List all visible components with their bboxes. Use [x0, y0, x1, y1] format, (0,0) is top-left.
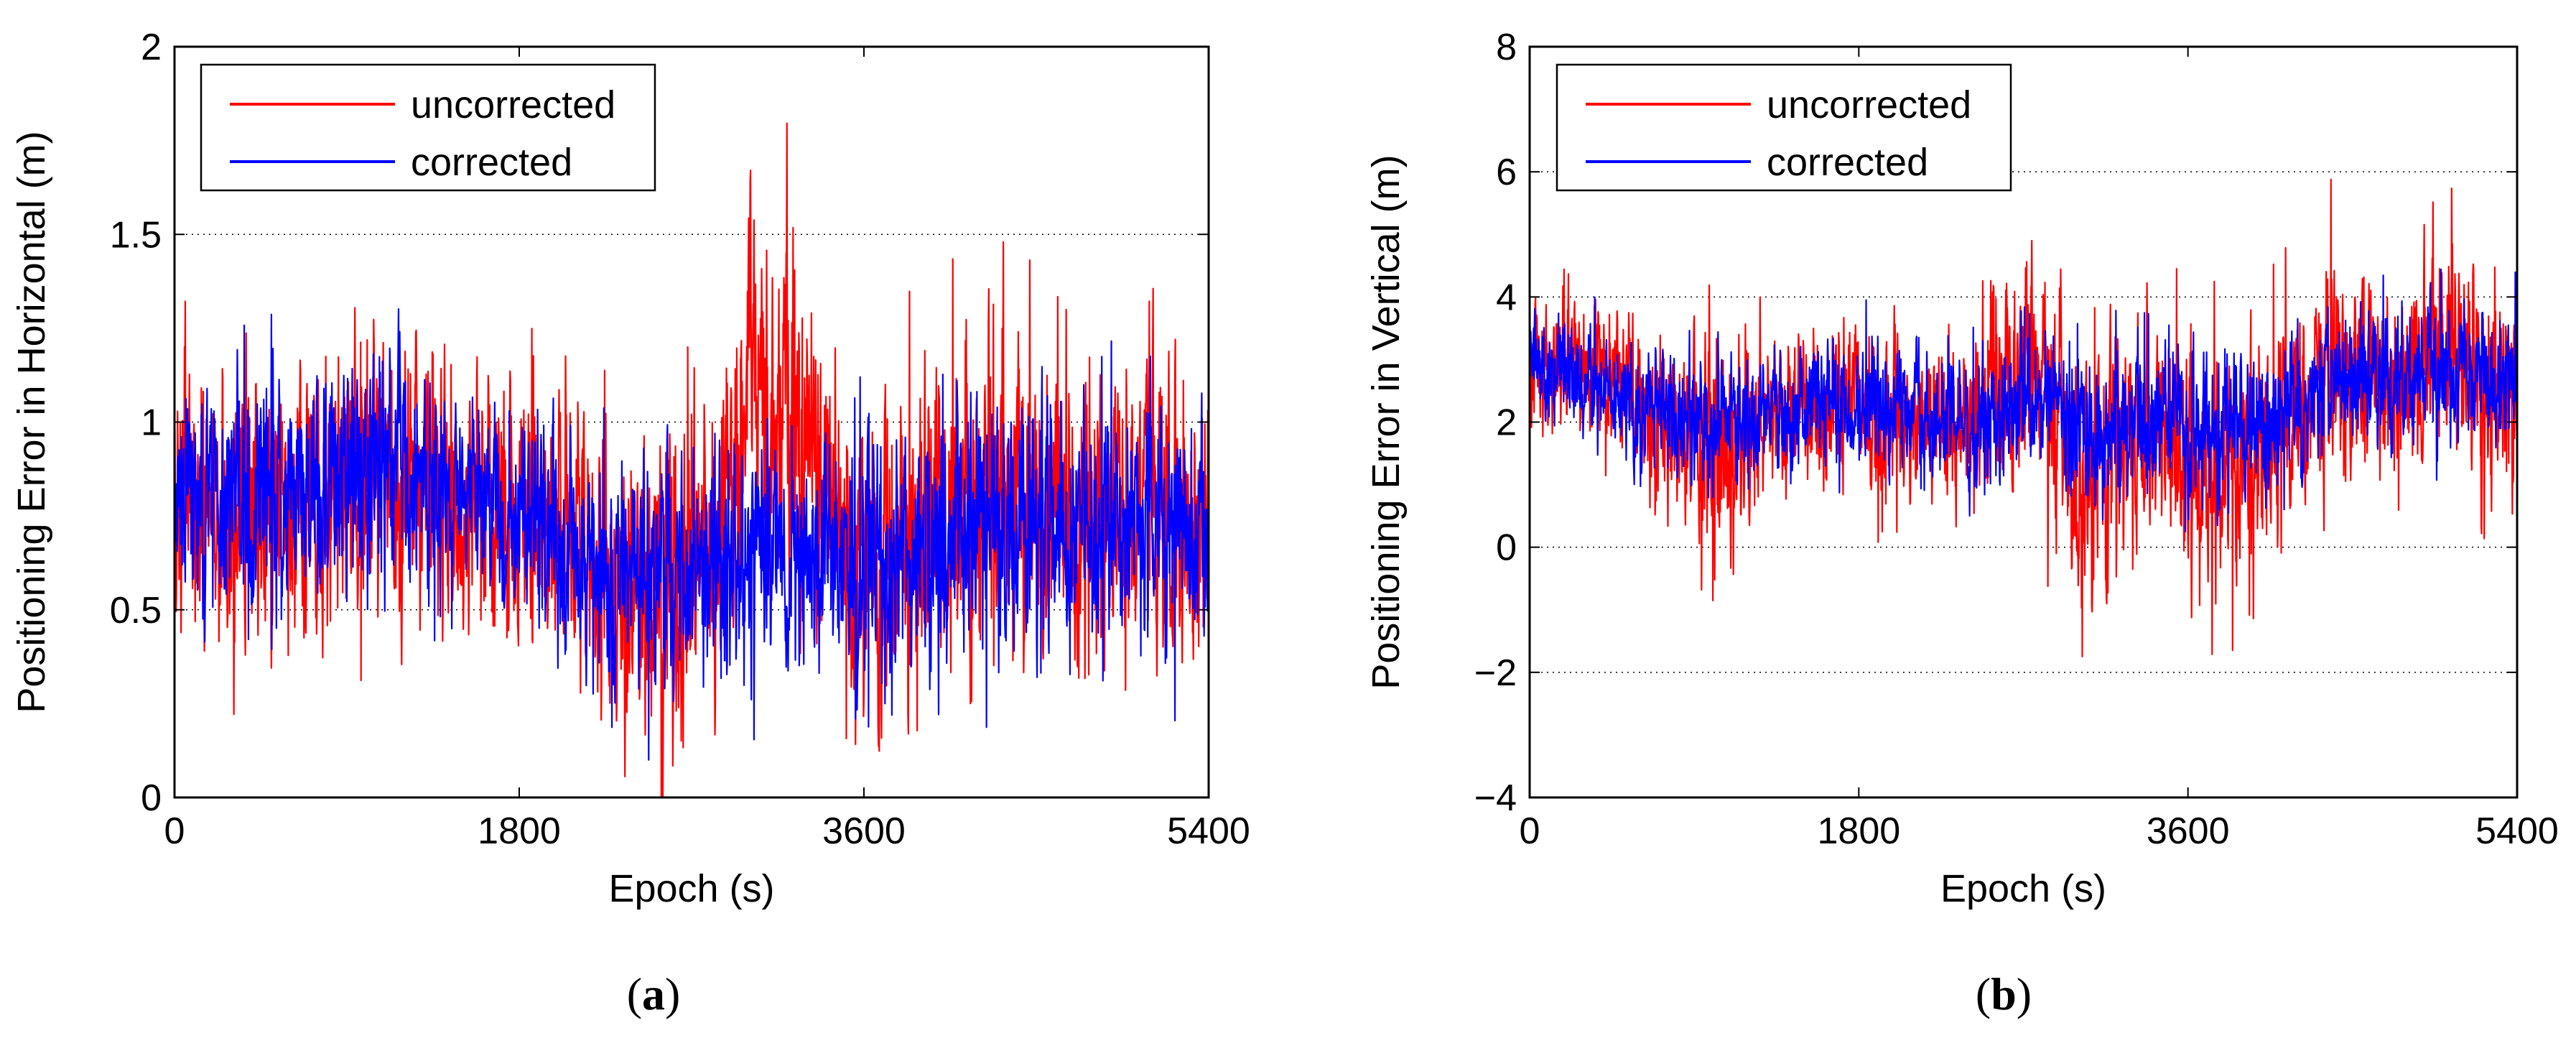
x-tick-label: 0: [164, 810, 185, 852]
y-axis-label: Positioning Error in Horizontal (m): [10, 131, 53, 713]
y-tick-label: 4: [1496, 277, 1517, 318]
y-tick-label: 1.5: [110, 214, 162, 256]
panel-horizontal-error: 0 1800 3600 5400 0 0.5 1 1.5 2 Epoch (s) Positioni…: [10, 27, 1250, 1019]
y-tick-label: 0.5: [110, 590, 162, 631]
x-tick-label: 1800: [1817, 810, 1900, 852]
legend-label-corrected: corrected: [1767, 141, 1928, 184]
x-tick-label: 3600: [822, 810, 906, 852]
x-tick-label: 5400: [2475, 810, 2559, 852]
legend-box: [200, 63, 656, 192]
y-tick-label: 0: [141, 777, 162, 819]
caption-close-paren: ): [2017, 968, 2032, 1019]
legend-label-uncorrected: uncorrected: [411, 83, 615, 126]
y-tick-label: −2: [1474, 652, 1517, 694]
x-tick-label: 5400: [1167, 810, 1250, 852]
x-axis-label: Epoch (s): [1940, 867, 2106, 910]
x-tick-label: 1800: [478, 810, 561, 852]
caption-open-paren: (: [1976, 968, 1991, 1019]
y-tick-label: 2: [141, 27, 162, 68]
legend: uncorrected corrected: [1556, 63, 2012, 192]
legend-label-uncorrected: uncorrected: [1767, 83, 1971, 126]
y-tick-label: 0: [1496, 527, 1517, 569]
panel-vertical-error: 0 1800 3600 5400 −4 −2 0 2 4 6 8 Epoch (s) Positioni…: [1364, 27, 2559, 1019]
panel-caption: (b): [1976, 968, 2032, 1019]
y-tick-label: −4: [1474, 777, 1517, 819]
y-tick-label: 1: [141, 402, 162, 444]
series-line-corrected: [1528, 268, 2519, 533]
caption-close-paren: ): [665, 968, 680, 1019]
x-tick-label: 0: [1520, 810, 1540, 852]
series-line-corrected: [173, 307, 1210, 761]
caption-letter: a: [642, 968, 665, 1019]
y-tick-label: 2: [1496, 402, 1517, 444]
x-axis-label: Epoch (s): [608, 867, 774, 910]
y-tick-label: 6: [1496, 152, 1517, 193]
legend-box: [1556, 63, 2012, 192]
x-tick-label: 3600: [2147, 810, 2230, 852]
legend-label-corrected: corrected: [411, 141, 572, 184]
y-axis-label: Positioning Error in Vertical (m): [1364, 154, 1408, 689]
y-tick-label: 8: [1496, 27, 1517, 68]
panel-caption: (a): [627, 968, 681, 1019]
legend: uncorrected corrected: [200, 63, 656, 192]
caption-open-paren: (: [627, 968, 642, 1019]
caption-letter: b: [1991, 968, 2017, 1019]
